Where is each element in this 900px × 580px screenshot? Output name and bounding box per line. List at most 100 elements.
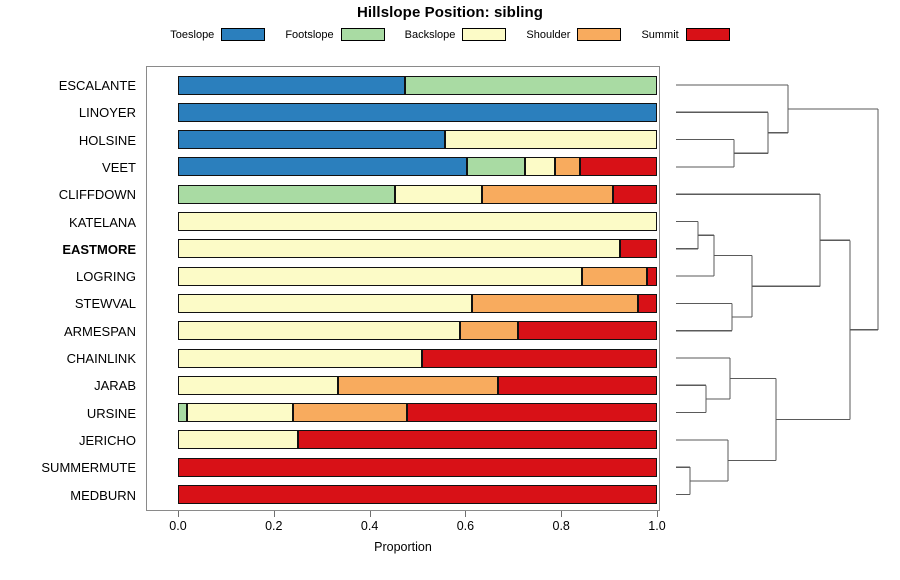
bar-segment-backslope bbox=[186, 403, 293, 423]
bar-segment-shoulder bbox=[581, 266, 647, 286]
bar-segment-summit bbox=[620, 239, 657, 259]
bar-segment-summit bbox=[178, 485, 657, 504]
bar-segment-toeslope bbox=[178, 102, 657, 122]
x-tick-label: 0.2 bbox=[265, 519, 283, 533]
legend-swatch-icon bbox=[340, 28, 385, 41]
x-tick-label: 1.0 bbox=[648, 519, 666, 533]
bar-segment-backslope bbox=[178, 293, 473, 313]
x-tick bbox=[657, 511, 658, 517]
x-tick-label: 0.4 bbox=[360, 519, 379, 533]
bar-segment-summit bbox=[497, 375, 657, 395]
x-tick bbox=[273, 511, 275, 517]
bar-row bbox=[178, 239, 657, 259]
bar-segment-shoulder bbox=[460, 321, 519, 341]
bar-segment-footslope bbox=[467, 157, 525, 177]
row-label-summermute: SUMMERMUTE bbox=[41, 460, 136, 476]
bar-segment-backslope bbox=[178, 375, 338, 395]
bar-segment-summit bbox=[518, 321, 657, 341]
x-tick bbox=[465, 511, 467, 517]
bar-segment-toeslope bbox=[178, 157, 468, 177]
bar-segment-shoulder bbox=[472, 293, 638, 313]
bar-segment-footslope bbox=[405, 75, 657, 95]
x-tick bbox=[178, 511, 179, 517]
bar-row bbox=[178, 321, 657, 341]
row-label-eastmore: EASTMORE bbox=[62, 241, 136, 257]
bar-segment-summit bbox=[637, 293, 657, 313]
x-tick-label: 0.8 bbox=[552, 519, 570, 533]
x-axis-title: Proportion bbox=[374, 540, 432, 554]
legend-label: Summit bbox=[641, 28, 679, 41]
row-label-logring: LOGRING bbox=[76, 269, 136, 285]
row-label-cliffdown: CLIFFDOWN bbox=[58, 187, 136, 203]
bar-row bbox=[178, 212, 657, 231]
bar-row bbox=[178, 130, 657, 150]
legend-label: Shoulder bbox=[526, 28, 571, 41]
row-label-veet: VEET bbox=[102, 159, 136, 175]
bar-row bbox=[178, 375, 657, 395]
bar-segment-toeslope bbox=[178, 75, 406, 95]
page-title: Hillslope Position: sibling bbox=[356, 4, 544, 21]
legend-swatch-icon bbox=[462, 28, 507, 41]
row-label-stewval: STEWVAL bbox=[74, 296, 136, 312]
bar-row bbox=[178, 75, 657, 95]
legend-label: Toeslope bbox=[170, 28, 215, 41]
legend-swatch-icon bbox=[685, 28, 730, 41]
legend-label: Footslope bbox=[285, 28, 334, 41]
row-label-column: ESCALANTE LINOYER HOLSINE VEET CLIFFDOWN KATE… bbox=[0, 66, 142, 511]
bar-segment-backslope bbox=[178, 239, 621, 259]
bar-row bbox=[178, 485, 657, 504]
bar-segment-shoulder bbox=[292, 403, 407, 423]
bar-row bbox=[178, 157, 657, 177]
bar-row bbox=[178, 430, 657, 450]
legend-item-backslope: Backslope bbox=[405, 28, 507, 41]
legend-item-shoulder: Shoulder bbox=[526, 28, 622, 41]
bar-segment-backslope bbox=[178, 212, 657, 231]
bar-segment-backslope bbox=[394, 184, 483, 204]
stacked-bars bbox=[146, 66, 660, 511]
bar-segment-summit bbox=[298, 430, 657, 450]
row-label-chainlink: CHAINLINK bbox=[66, 351, 136, 366]
legend-swatch-icon bbox=[221, 28, 266, 41]
row-label-ursine: URSINE bbox=[86, 405, 136, 421]
bar-segment-shoulder bbox=[482, 184, 613, 204]
bar-row bbox=[178, 266, 657, 286]
row-label-jarab: JARAB bbox=[94, 378, 136, 394]
legend-swatch-icon bbox=[577, 28, 622, 41]
bar-segment-summit bbox=[178, 457, 657, 477]
legend: Toeslope Footslope Backslope Shoulder Summit bbox=[0, 28, 900, 41]
bar-row bbox=[178, 102, 657, 122]
bar-segment-shoulder bbox=[554, 157, 580, 177]
x-tick-label: 0.0 bbox=[169, 519, 187, 533]
bar-segment-backslope bbox=[178, 430, 299, 450]
bar-segment-summit bbox=[579, 157, 657, 177]
bar-segment-summit bbox=[646, 266, 657, 286]
legend-item-toeslope: Toeslope bbox=[170, 28, 266, 41]
bar-row bbox=[178, 293, 657, 313]
bar-segment-summit bbox=[612, 184, 657, 204]
bar-segment-footslope bbox=[178, 403, 187, 423]
bar-row bbox=[178, 403, 657, 423]
bar-segment-toeslope bbox=[178, 130, 445, 150]
legend-label: Backslope bbox=[404, 28, 456, 41]
bar-segment-summit bbox=[421, 348, 657, 368]
legend-item-footslope: Footslope bbox=[285, 28, 385, 41]
bar-segment-shoulder bbox=[337, 375, 498, 395]
bar-segment-footslope bbox=[178, 184, 395, 204]
bar-segment-backslope bbox=[178, 266, 582, 286]
row-label-medburn: MEDBURN bbox=[70, 487, 136, 503]
dendrogram bbox=[672, 60, 900, 515]
row-label-escalante: ESCALANTE bbox=[58, 78, 136, 93]
bar-segment-backslope bbox=[524, 157, 555, 177]
bar-row bbox=[178, 184, 657, 204]
x-axis: 0.0 0.2 0.4 0.6 0.8 1.0 bbox=[146, 511, 666, 551]
bar-segment-backslope bbox=[178, 348, 422, 368]
row-label-holsine: HOLSINE bbox=[78, 132, 136, 148]
row-label-jericho: JERICHO bbox=[78, 432, 136, 448]
row-label-linoyer: LINOYER bbox=[78, 105, 136, 121]
bar-segment-backslope bbox=[178, 321, 461, 341]
x-tick bbox=[369, 511, 371, 517]
bar-segment-summit bbox=[406, 403, 657, 423]
x-tick bbox=[561, 511, 563, 517]
bar-row bbox=[178, 457, 657, 477]
